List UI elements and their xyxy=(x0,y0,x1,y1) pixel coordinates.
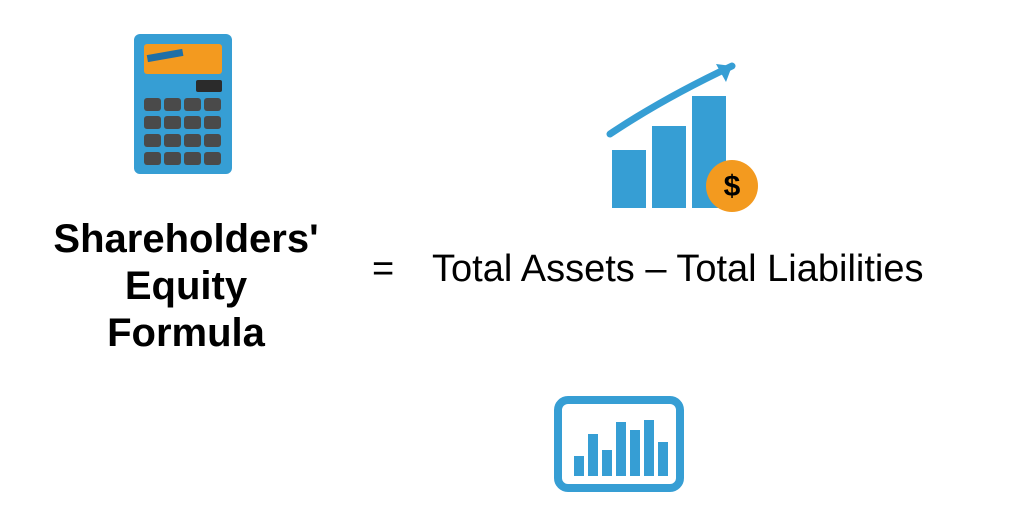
equals-sign: = xyxy=(372,248,394,291)
label-line2: Equity xyxy=(125,264,247,308)
growth-chart-icon: $ xyxy=(584,58,784,223)
formula-left-label: Shareholders' Equity Formula xyxy=(16,216,356,358)
svg-text:$: $ xyxy=(724,170,741,203)
dashboard-icon xyxy=(554,396,684,497)
calculator-icon xyxy=(134,34,232,179)
formula-rhs: Total Assets – Total Liabilities xyxy=(432,248,923,291)
label-line1: Shareholders' xyxy=(53,217,318,261)
label-line3: Formula xyxy=(107,311,265,355)
